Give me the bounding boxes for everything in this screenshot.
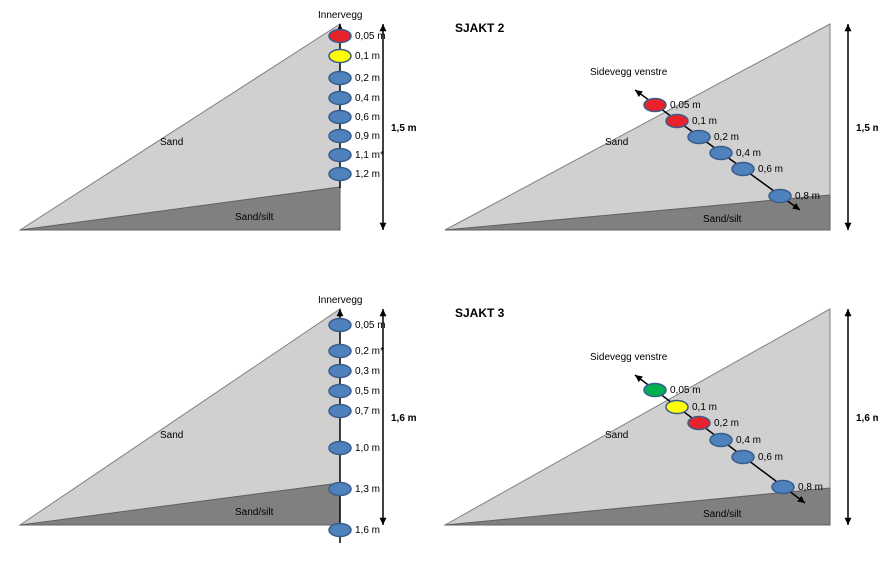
sample-ellipse xyxy=(329,72,351,85)
panel-bottom_right: Sand Sand/silt Sidevegg venstre SJAKT 3 1,6 … xyxy=(445,306,878,525)
panel-title: Sidevegg venstre xyxy=(590,67,668,78)
height-label: 1,5 m xyxy=(856,123,878,134)
height-label: 1,6 m xyxy=(856,413,878,424)
sample-ellipse xyxy=(772,481,794,494)
depth-label: 0,8 m xyxy=(798,482,823,493)
sample-ellipse xyxy=(329,345,351,358)
sample-ellipse xyxy=(710,434,732,447)
sample-ellipse xyxy=(732,163,754,176)
depth-label: 0,2 m* xyxy=(355,346,384,357)
sample-ellipse xyxy=(666,115,688,128)
sample-ellipse xyxy=(329,30,351,43)
sample-ellipse xyxy=(329,130,351,143)
depth-label: 1,1 m* xyxy=(355,150,384,161)
panel-bottom_left: Sand Sand/silt Innervegg 1,6 m 0,05 m 0,2 m* 0… xyxy=(20,295,417,543)
depth-label: 0,9 m xyxy=(355,131,380,142)
sample-ellipse xyxy=(329,524,351,537)
sample-ellipse xyxy=(688,417,710,430)
sand-triangle xyxy=(445,309,830,525)
depth-label: 0,2 m xyxy=(355,73,380,84)
silt-label: Sand/silt xyxy=(235,507,274,518)
sample-ellipse xyxy=(329,168,351,181)
sjakt-label: SJAKT 2 xyxy=(455,21,505,35)
height-label: 1,5 m xyxy=(391,123,417,134)
depth-label: 0,05 m xyxy=(355,320,386,331)
depth-label: 1,0 m xyxy=(355,443,380,454)
depth-label: 0,8 m xyxy=(795,191,820,202)
depth-label: 0,05 m xyxy=(670,385,701,396)
sample-ellipse xyxy=(329,50,351,63)
depth-label: 1,3 m xyxy=(355,484,380,495)
silt-label: Sand/silt xyxy=(703,214,742,225)
silt-label: Sand/silt xyxy=(235,212,274,223)
depth-label: 0,1 m xyxy=(355,51,380,62)
sample-ellipse xyxy=(329,405,351,418)
sample-ellipse xyxy=(329,365,351,378)
sand-label: Sand xyxy=(605,137,628,148)
height-label: 1,6 m xyxy=(391,413,417,424)
depth-label: 0,1 m xyxy=(692,116,717,127)
sample-ellipse xyxy=(666,401,688,414)
sample-ellipse xyxy=(329,319,351,332)
depth-label: 0,4 m xyxy=(736,148,761,159)
depth-label: 0,7 m xyxy=(355,406,380,417)
depth-label: 0,4 m xyxy=(355,93,380,104)
depth-label: 0,6 m xyxy=(758,164,783,175)
sjakt-label: SJAKT 3 xyxy=(455,306,505,320)
sample-ellipse xyxy=(710,147,732,160)
depth-label: 0,5 m xyxy=(355,386,380,397)
panel-title: Innervegg xyxy=(318,295,362,306)
depth-label: 0,6 m xyxy=(758,452,783,463)
sample-ellipse xyxy=(329,442,351,455)
depth-label: 0,2 m xyxy=(714,418,739,429)
sand-label: Sand xyxy=(605,430,628,441)
depth-label: 0,4 m xyxy=(736,435,761,446)
sample-ellipse xyxy=(732,451,754,464)
sand-label: Sand xyxy=(160,137,183,148)
depth-label: 0,3 m xyxy=(355,366,380,377)
panel-title: Sidevegg venstre xyxy=(590,352,668,363)
depth-label: 0,2 m xyxy=(714,132,739,143)
depth-label: 1,2 m xyxy=(355,169,380,180)
sample-ellipse xyxy=(644,99,666,112)
silt-label: Sand/silt xyxy=(703,509,742,520)
panel-title: Innervegg xyxy=(318,10,362,21)
depth-label: 0,05 m xyxy=(355,31,386,42)
sample-ellipse xyxy=(329,385,351,398)
depth-label: 0,6 m xyxy=(355,112,380,123)
sample-ellipse xyxy=(329,111,351,124)
sand-label: Sand xyxy=(160,430,183,441)
sample-ellipse xyxy=(329,92,351,105)
sample-ellipse xyxy=(329,483,351,496)
panel-top_right: Sand Sand/silt Sidevegg venstre SJAKT 2 1,5 … xyxy=(445,21,878,230)
sample-ellipse xyxy=(688,131,710,144)
sample-ellipse xyxy=(644,384,666,397)
depth-label: 0,1 m xyxy=(692,402,717,413)
sample-ellipse xyxy=(769,190,791,203)
panel-top_left: Sand Sand/silt Innervegg 1,5 m 0,05 m 0,1 m 0,… xyxy=(20,10,417,230)
depth-label: 0,05 m xyxy=(670,100,701,111)
depth-label: 1,6 m xyxy=(355,525,380,536)
geological-diagram: Sand Sand/silt Innervegg 1,5 m 0,05 m 0,1 m 0,… xyxy=(0,0,878,573)
sample-ellipse xyxy=(329,149,351,162)
